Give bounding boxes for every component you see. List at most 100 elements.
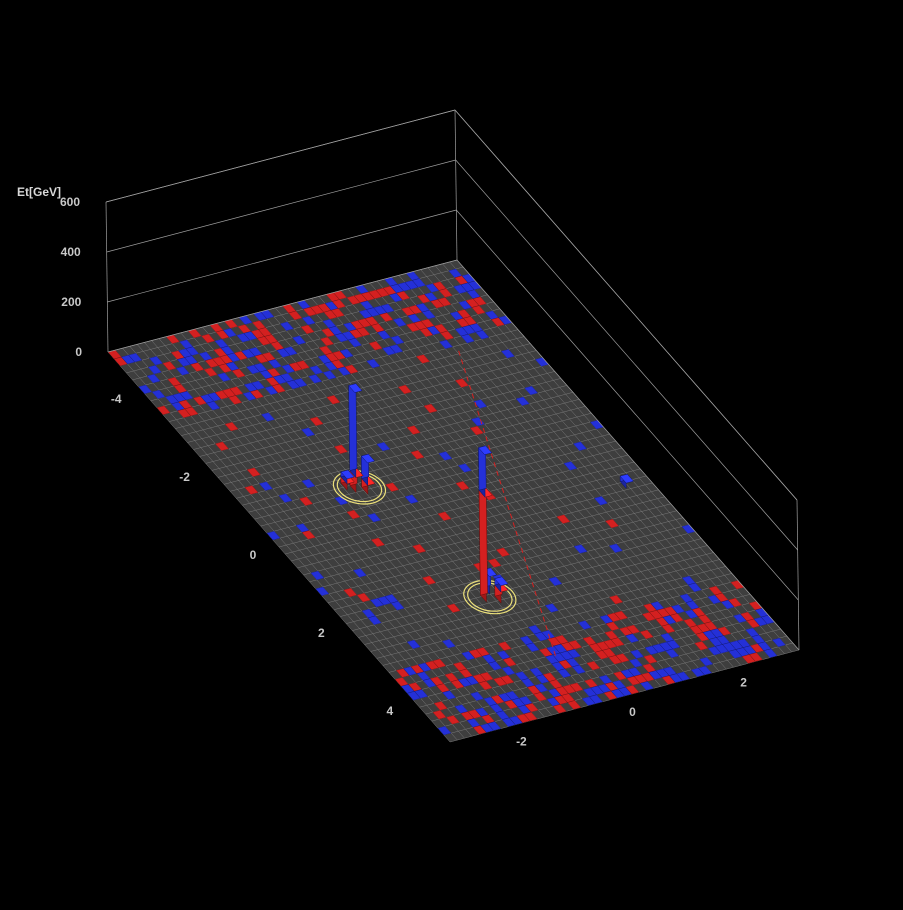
tower-cell: [460, 333, 475, 344]
tower-cell: [228, 395, 243, 405]
tower-cell: [566, 648, 581, 659]
tower-cell: [643, 654, 658, 664]
frame-line: [106, 159, 456, 253]
tower-cell: [330, 308, 345, 318]
tower-cell: [571, 664, 586, 675]
tower-cell: [437, 511, 452, 521]
tower-cell: [406, 425, 421, 435]
energy-towers: [340, 383, 634, 604]
tower-cell: [497, 641, 512, 651]
tower-cell: [156, 405, 171, 415]
tower-cell: [438, 339, 453, 350]
tower-cell: [356, 327, 371, 337]
tower-cell: [438, 288, 453, 298]
tower-cell: [437, 297, 452, 307]
tower-cell: [271, 383, 286, 394]
tower-cell: [442, 690, 457, 700]
jet-ring: [467, 582, 513, 612]
tower-cell: [593, 496, 608, 506]
tower-cell: [763, 648, 778, 658]
tower-cell: [331, 299, 346, 309]
tower-cell: [175, 366, 190, 376]
tower-cell: [552, 704, 567, 714]
tower-cell: [146, 373, 161, 384]
tower-side: [348, 383, 358, 471]
tower-cell: [128, 352, 143, 363]
tower-cell: [613, 610, 629, 621]
tower-cell: [699, 656, 714, 667]
tower-cell: [676, 671, 691, 681]
tower-cell: [433, 701, 448, 711]
tower-cell: [438, 451, 453, 461]
tower-cell: [184, 406, 199, 417]
tower-cell: [380, 303, 395, 314]
tower-cell: [727, 597, 743, 608]
tower-cell: [410, 450, 425, 460]
tower-cell: [319, 336, 335, 347]
z-tick-label: 0: [75, 345, 82, 359]
tower-cell: [478, 680, 493, 691]
tower-cell: [278, 493, 293, 503]
tower-cell: [446, 603, 461, 613]
tower-cell: [299, 496, 314, 506]
tower-cell: [370, 537, 385, 548]
tower-cell: [515, 396, 530, 406]
tower-cell: [556, 514, 571, 524]
tower-cell: [472, 296, 487, 306]
tower-cell: [455, 481, 470, 491]
tower-cell: [524, 702, 539, 713]
tower-cell: [567, 700, 582, 710]
eta-tick-label: 2: [318, 626, 325, 640]
tower-cell: [300, 324, 315, 335]
tower-cell: [563, 461, 578, 471]
tower-cell: [308, 374, 323, 384]
tower-cell: [588, 694, 604, 704]
tower-cell: [206, 401, 221, 411]
tower-cell: [412, 543, 427, 554]
tower-cell: [339, 348, 354, 359]
tower-cell: [470, 416, 485, 427]
frame-line: [107, 259, 458, 353]
tower-cell: [279, 321, 294, 331]
tower-cell: [414, 689, 429, 699]
eta-tick-label: 4: [386, 704, 393, 718]
tower-cell: [283, 346, 298, 356]
tower-cell: [577, 620, 592, 630]
tower-cell: [423, 403, 438, 414]
tower-cell: [523, 711, 538, 722]
tower-cell: [260, 412, 275, 422]
tower-cell: [231, 368, 246, 379]
tower-cell: [625, 633, 640, 643]
tower-cell: [301, 315, 316, 326]
tower-cell: [666, 639, 681, 650]
tower-cell: [385, 482, 400, 492]
frame-line: [454, 109, 458, 261]
tower-cell: [441, 639, 456, 649]
frame-line: [456, 209, 799, 601]
tower-cell: [687, 582, 702, 593]
tower-cell: [500, 675, 515, 685]
tower-cell: [609, 594, 624, 605]
tower-cell: [292, 335, 307, 345]
tower-cell: [495, 547, 510, 557]
tower-cell: [748, 652, 763, 662]
eta-tick-label: 0: [250, 548, 257, 562]
tower-cell: [573, 544, 588, 554]
tower-cell: [475, 330, 490, 340]
tower-cell: [421, 309, 436, 320]
tower-top: [477, 445, 493, 455]
tower-cell: [557, 668, 572, 678]
tower-cell: [487, 558, 502, 568]
tower-cell: [586, 660, 601, 671]
tower-cell: [147, 364, 162, 375]
z-tick-label: 200: [61, 295, 81, 309]
tower-cell: [639, 681, 654, 691]
tower-cell: [469, 425, 484, 436]
tower-cell: [333, 444, 348, 454]
tower-cell: [473, 399, 488, 409]
tower-cell: [437, 725, 452, 736]
tower-cell: [500, 349, 515, 359]
plot-frame: [105, 109, 800, 651]
tower-cell: [347, 337, 362, 348]
tower-cell: [404, 494, 419, 504]
